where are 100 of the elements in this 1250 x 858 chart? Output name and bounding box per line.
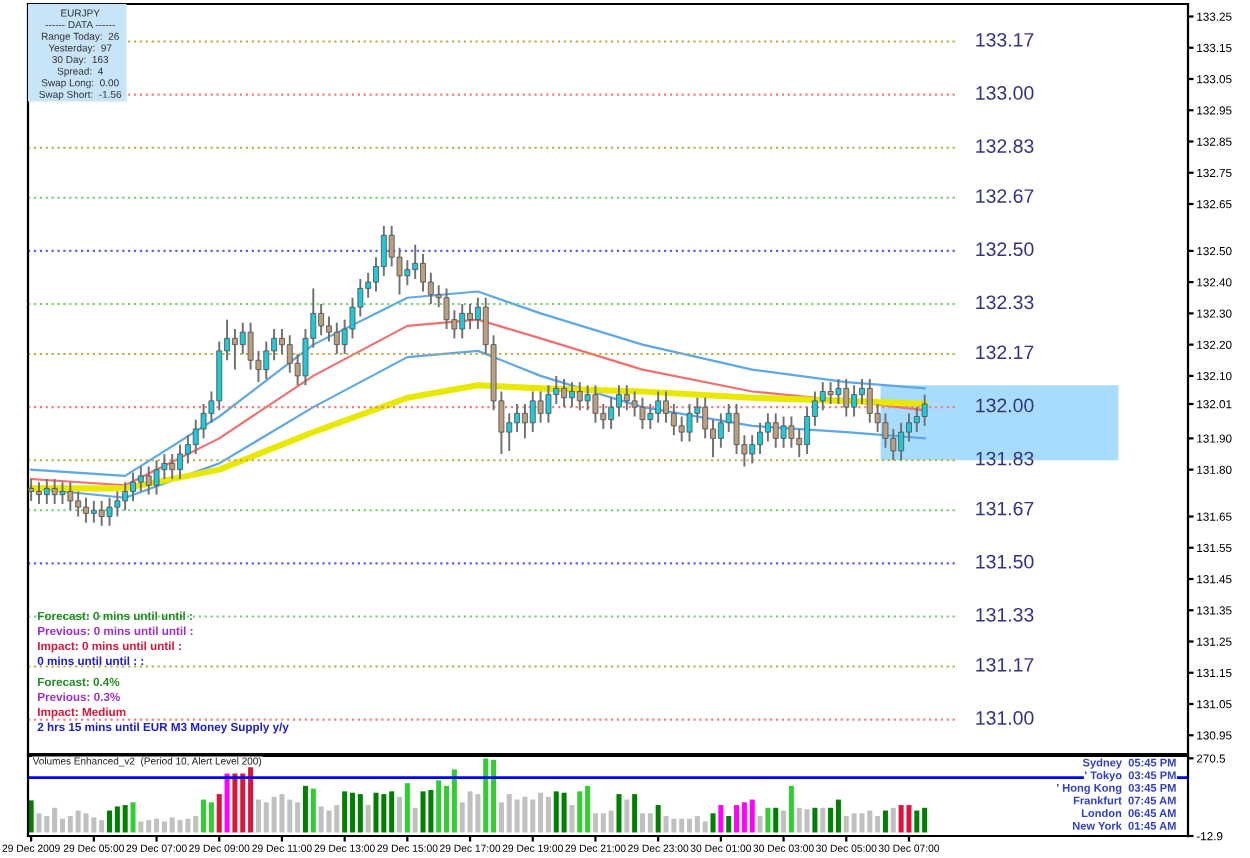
bar xyxy=(522,796,528,833)
candlestick xyxy=(608,396,615,430)
bar xyxy=(389,791,395,833)
bar xyxy=(467,791,473,833)
candlestick xyxy=(749,434,756,465)
ref-line-label: 132.83 xyxy=(976,139,1034,153)
bar xyxy=(154,818,160,833)
bar xyxy=(796,807,802,833)
bar xyxy=(75,810,81,833)
bar xyxy=(451,769,457,833)
candlestick xyxy=(921,393,928,427)
candlestick xyxy=(263,340,270,380)
bar xyxy=(224,773,230,833)
bar xyxy=(287,799,293,833)
candlestick xyxy=(333,321,340,355)
bar xyxy=(114,806,120,833)
candlestick xyxy=(67,481,74,512)
candlestick xyxy=(443,287,450,330)
ref-line-label: 131.83 xyxy=(976,451,1034,466)
candlestick xyxy=(137,465,144,493)
bar xyxy=(67,816,73,833)
candlestick xyxy=(28,478,35,502)
bar xyxy=(491,759,497,833)
bar xyxy=(498,802,504,833)
candlestick xyxy=(819,381,826,412)
bar xyxy=(835,799,841,833)
bar xyxy=(420,791,426,833)
candlestick xyxy=(655,390,662,424)
candlestick xyxy=(569,381,575,409)
line-series xyxy=(28,382,928,492)
bar xyxy=(687,818,693,833)
bar xyxy=(632,794,638,833)
bar xyxy=(208,802,214,833)
bar xyxy=(483,758,489,833)
ref-line-label: 132.33 xyxy=(976,295,1034,310)
bar xyxy=(749,799,755,833)
bar xyxy=(169,817,175,833)
candlestick xyxy=(521,403,528,440)
bar xyxy=(412,807,418,833)
candlestick xyxy=(835,378,842,405)
candlestick xyxy=(647,403,654,430)
candlestick xyxy=(663,390,669,424)
bar xyxy=(365,805,371,833)
bar xyxy=(828,807,834,833)
bar xyxy=(475,794,481,833)
bar xyxy=(318,806,324,833)
bar xyxy=(326,810,332,833)
candlestick xyxy=(75,490,82,518)
bar xyxy=(545,796,551,833)
bar xyxy=(83,813,89,833)
ref-line-label: 133.17 xyxy=(976,32,1034,47)
bar xyxy=(310,788,316,833)
candlestick xyxy=(153,459,160,496)
candlestick xyxy=(239,321,246,355)
bar xyxy=(201,799,207,833)
bar xyxy=(875,816,881,833)
bar xyxy=(295,802,301,833)
bar xyxy=(28,800,34,833)
candlestick xyxy=(616,384,622,418)
candlestick xyxy=(757,421,763,455)
candlestick xyxy=(90,499,97,524)
line-series xyxy=(30,290,926,477)
bar xyxy=(671,818,677,833)
bar xyxy=(506,794,512,833)
bar xyxy=(514,799,520,833)
candlestick xyxy=(678,415,685,443)
bar xyxy=(663,816,669,833)
bar xyxy=(436,780,442,833)
ref-line-label: 131.17 xyxy=(976,657,1034,672)
bar xyxy=(530,799,536,833)
ref-line-label: 131.33 xyxy=(976,607,1034,622)
bar xyxy=(757,816,763,833)
bar xyxy=(788,785,794,833)
bar xyxy=(177,820,183,833)
bar xyxy=(240,773,246,833)
bar xyxy=(52,807,58,833)
candlestick xyxy=(380,224,387,277)
candlestick xyxy=(318,303,325,337)
ref-line-label: 131.00 xyxy=(976,711,1034,725)
candlestick xyxy=(827,381,834,405)
bar xyxy=(561,792,567,833)
bar xyxy=(820,807,826,833)
bar xyxy=(161,821,167,833)
bar xyxy=(216,794,222,833)
bar xyxy=(710,813,716,833)
candlestick xyxy=(36,481,42,505)
bar xyxy=(577,791,583,833)
candlestick xyxy=(51,478,58,505)
candlestick xyxy=(545,384,552,424)
bar xyxy=(843,816,849,833)
bar xyxy=(694,816,700,833)
bar xyxy=(859,813,865,833)
bar xyxy=(334,805,340,833)
bar xyxy=(44,816,50,833)
bar xyxy=(898,805,904,833)
candlestick xyxy=(106,496,113,527)
bar xyxy=(279,794,285,833)
ref-line-label: 131.67 xyxy=(976,501,1034,516)
candlestick xyxy=(114,490,121,518)
candlestick xyxy=(467,303,473,330)
